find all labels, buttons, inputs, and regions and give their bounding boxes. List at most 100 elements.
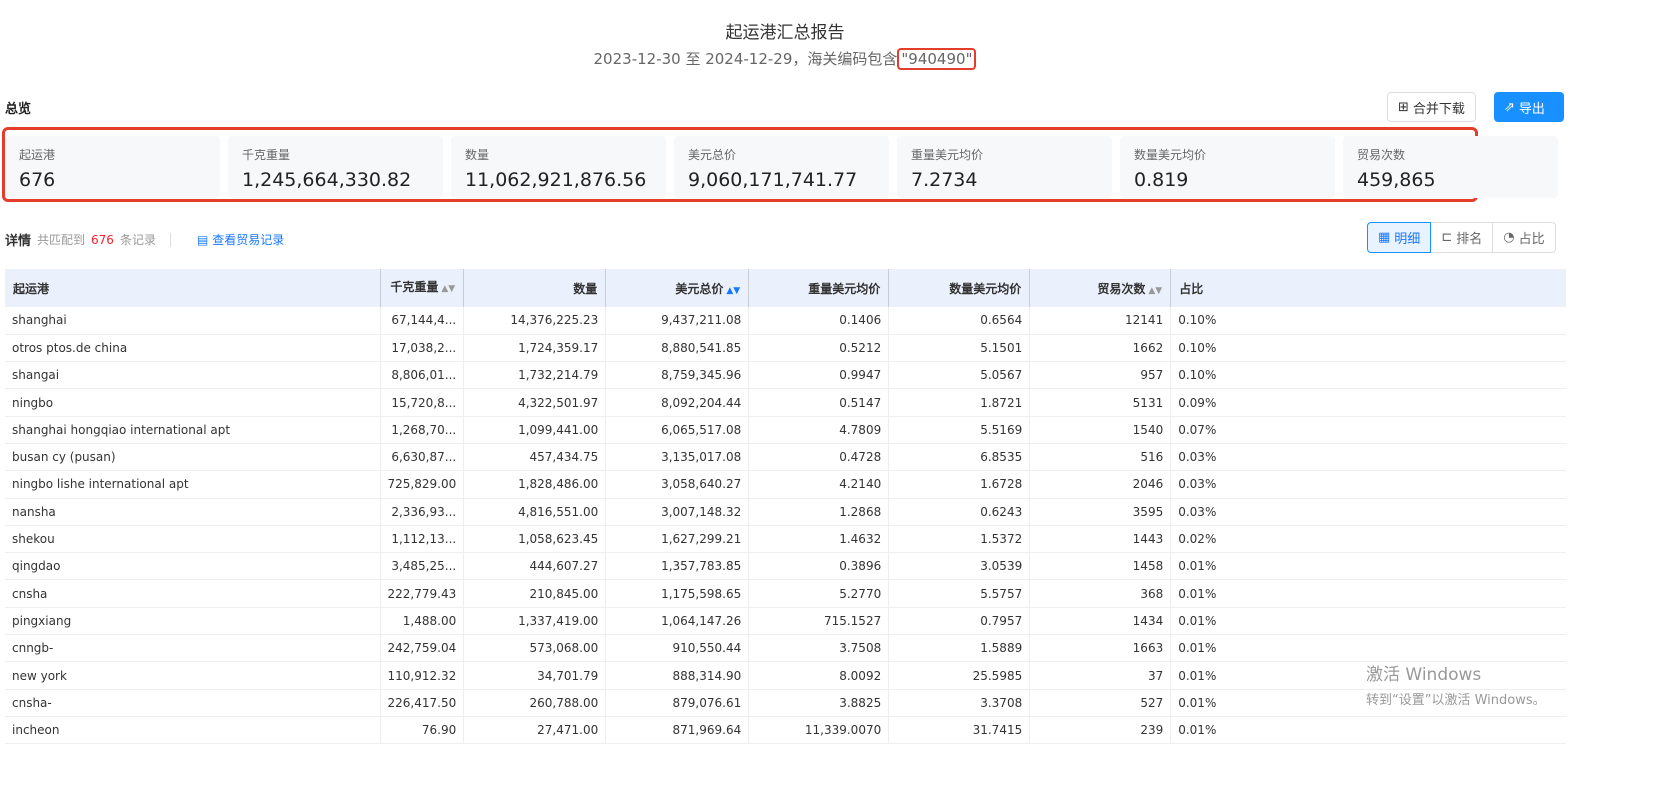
table-cell: 0.01% bbox=[1170, 661, 1566, 690]
table-cell: 3,007,148.32 bbox=[605, 498, 750, 526]
view-records-link[interactable]: ▤ 查看贸易记录 bbox=[197, 231, 284, 248]
table-cell: 6,065,517.08 bbox=[605, 416, 750, 444]
table-cell: 25.5985 bbox=[888, 661, 1031, 690]
table-cell: 1,268,70... bbox=[380, 416, 465, 444]
table-cell: 8,759,345.96 bbox=[605, 361, 750, 390]
table-cell: 0.6564 bbox=[888, 307, 1031, 335]
table-row[interactable]: shangai 8,806,01... 1,732,214.79 8,759,345.… bbox=[5, 361, 1566, 390]
table-cell: 0.01% bbox=[1170, 689, 1566, 717]
table-cell: 0.03% bbox=[1170, 470, 1566, 499]
table-cell: 0.07% bbox=[1170, 416, 1566, 444]
table-cell: 0.7957 bbox=[888, 607, 1031, 636]
table-cell: 1443 bbox=[1029, 525, 1172, 554]
stat-card: 数量 11,062,921,876.56 bbox=[451, 136, 666, 198]
table-row[interactable]: nansha 2,336,93... 4,816,551.00 3,007,148.3… bbox=[5, 498, 1566, 526]
table-cell: 0.5147 bbox=[748, 388, 890, 417]
table-cell: 1,357,783.85 bbox=[605, 552, 750, 581]
stat-label: 起运港 bbox=[19, 148, 56, 162]
stat-value: 11,062,921,876.56 bbox=[465, 169, 647, 191]
table-row[interactable]: new york 110,912.32 34,701.79 888,314.90 8.0… bbox=[5, 661, 1566, 690]
table-cell: 527 bbox=[1029, 689, 1172, 717]
table-row[interactable]: cnngb- 242,759.04 573,068.00 910,550.44 3.75… bbox=[5, 634, 1566, 663]
view-ranking-button[interactable]: ⊏ 排名 bbox=[1430, 222, 1494, 253]
merge-download-button[interactable]: ⊞ 合并下载 bbox=[1387, 92, 1476, 122]
table-cell: 879,076.61 bbox=[605, 689, 750, 717]
table-cell: shanghai bbox=[5, 307, 381, 335]
table-cell: ningbo lishe international apt bbox=[5, 470, 381, 499]
table-cell: 573,068.00 bbox=[463, 634, 607, 663]
table-cell: new york bbox=[5, 661, 381, 690]
table-cell: 1,099,441.00 bbox=[463, 416, 607, 444]
table-cell: 1.8721 bbox=[888, 388, 1031, 417]
table-cell: 0.1406 bbox=[748, 307, 890, 335]
table-row[interactable]: shanghai 67,144,4... 14,376,225.23 9,437,21… bbox=[5, 307, 1566, 335]
column-header[interactable]: 贸易次数 ▲▼ bbox=[1029, 269, 1172, 307]
sort-icon[interactable]: ▲▼ bbox=[1148, 285, 1163, 296]
table-cell: 1,175,598.65 bbox=[605, 579, 750, 608]
table-row[interactable]: incheon 76.90 27,471.00 871,969.64 11,339.00… bbox=[5, 716, 1566, 745]
table-cell: 0.01% bbox=[1170, 607, 1566, 636]
divider bbox=[169, 232, 171, 247]
table-row[interactable]: cnsha- 226,417.50 260,788.00 879,076.61 3.88… bbox=[5, 689, 1566, 717]
table-cell: 0.01% bbox=[1170, 579, 1566, 608]
column-header[interactable]: 千克重量 ▲▼ bbox=[380, 269, 465, 307]
table-cell: 457,434.75 bbox=[463, 443, 607, 472]
table-cell: shekou bbox=[5, 525, 381, 554]
view-records-label: 查看贸易记录 bbox=[212, 233, 285, 247]
table-cell: 67,144,4... bbox=[380, 307, 465, 335]
table-row[interactable]: shekou 1,112,13... 1,058,623.45 1,627,299.2… bbox=[5, 525, 1566, 554]
table-cell: 0.01% bbox=[1170, 716, 1566, 745]
table-row[interactable]: busan cy (pusan) 6,630,87... 457,434.75 3,1… bbox=[5, 443, 1566, 472]
view-toggle: ▦ 明细 ⊏ 排名 ◔ 占比 bbox=[1367, 222, 1556, 253]
column-header: 占比 bbox=[1170, 269, 1566, 307]
export-button[interactable]: ⇗ 导出 bbox=[1494, 92, 1564, 122]
table-row[interactable]: ningbo 15,720,8... 4,322,501.97 8,092,204.4… bbox=[5, 388, 1566, 417]
table-cell: 242,759.04 bbox=[380, 634, 465, 663]
table-cell: 8,880,541.85 bbox=[605, 334, 750, 363]
table-row[interactable]: otros ptos.de china 17,038,2... 1,724,359.… bbox=[5, 334, 1566, 363]
table-cell: 9,437,211.08 bbox=[605, 307, 750, 335]
stat-label: 美元总价 bbox=[688, 148, 737, 162]
table-cell: busan cy (pusan) bbox=[5, 443, 381, 472]
table-row[interactable]: pingxiang 1,488.00 1,337,419.00 1,064,147.2… bbox=[5, 607, 1566, 636]
table-row[interactable]: qingdao 3,485,25... 444,607.27 1,357,783.85… bbox=[5, 552, 1566, 581]
table-cell: 5.2770 bbox=[748, 579, 890, 608]
table-row[interactable]: ningbo lishe international apt 725,829.00… bbox=[5, 470, 1566, 499]
table-cell: 888,314.90 bbox=[605, 661, 750, 690]
table-cell: 3.3708 bbox=[888, 689, 1031, 717]
view-detail-button[interactable]: ▦ 明细 bbox=[1367, 222, 1432, 253]
detail-header: 详情 共匹配到 676 条记录 ▤ 查看贸易记录 bbox=[5, 230, 284, 249]
table-cell: 4.7809 bbox=[748, 416, 890, 444]
table-cell: 37 bbox=[1029, 661, 1172, 690]
table-cell: 3,135,017.08 bbox=[605, 443, 750, 472]
table-cell: 15,720,8... bbox=[380, 388, 465, 417]
view-share-button[interactable]: ◔ 占比 bbox=[1492, 222, 1556, 253]
watermark-line1: 激活 Windows bbox=[1366, 665, 1482, 685]
stat-value: 1,245,664,330.82 bbox=[242, 169, 412, 191]
column-header: 数量 bbox=[463, 269, 607, 307]
sort-icon[interactable]: ▲▼ bbox=[441, 283, 456, 294]
table-cell: 31.7415 bbox=[888, 716, 1031, 745]
table-cell: 910,550.44 bbox=[605, 634, 750, 663]
stat-label: 贸易次数 bbox=[1357, 148, 1406, 162]
table-row[interactable]: shanghai hongqiao international apt 1,268… bbox=[5, 416, 1566, 444]
table-row[interactable]: cnsha 222,779.43 210,845.00 1,175,598.65 5.2… bbox=[5, 579, 1566, 608]
table-cell: 4,322,501.97 bbox=[463, 388, 607, 417]
stat-label: 千克重量 bbox=[242, 148, 291, 162]
stat-card: 美元总价 9,060,171,741.77 bbox=[674, 136, 889, 198]
sort-icon[interactable]: ▲▼ bbox=[726, 285, 741, 296]
view-detail-label: 明细 bbox=[1394, 232, 1421, 247]
table-cell: 5.5757 bbox=[888, 579, 1031, 608]
table-cell: otros ptos.de china bbox=[5, 334, 381, 363]
column-header[interactable]: 美元总价 ▲▼ bbox=[605, 269, 750, 307]
stat-label: 重量美元均价 bbox=[911, 148, 984, 162]
table-cell: 27,471.00 bbox=[463, 716, 607, 745]
table-cell: 2,336,93... bbox=[380, 498, 465, 526]
report-title: 起运港汇总报告 bbox=[725, 23, 845, 43]
date-range: 2023-12-30 至 2024-12-29，海关编码包含 bbox=[593, 50, 898, 68]
table-cell: 1,064,147.26 bbox=[605, 607, 750, 636]
table-cell: 5.0567 bbox=[888, 361, 1031, 390]
record-icon: ▤ bbox=[196, 232, 209, 247]
table-cell: 0.4728 bbox=[748, 443, 890, 472]
matched-count: 676 bbox=[91, 232, 114, 247]
